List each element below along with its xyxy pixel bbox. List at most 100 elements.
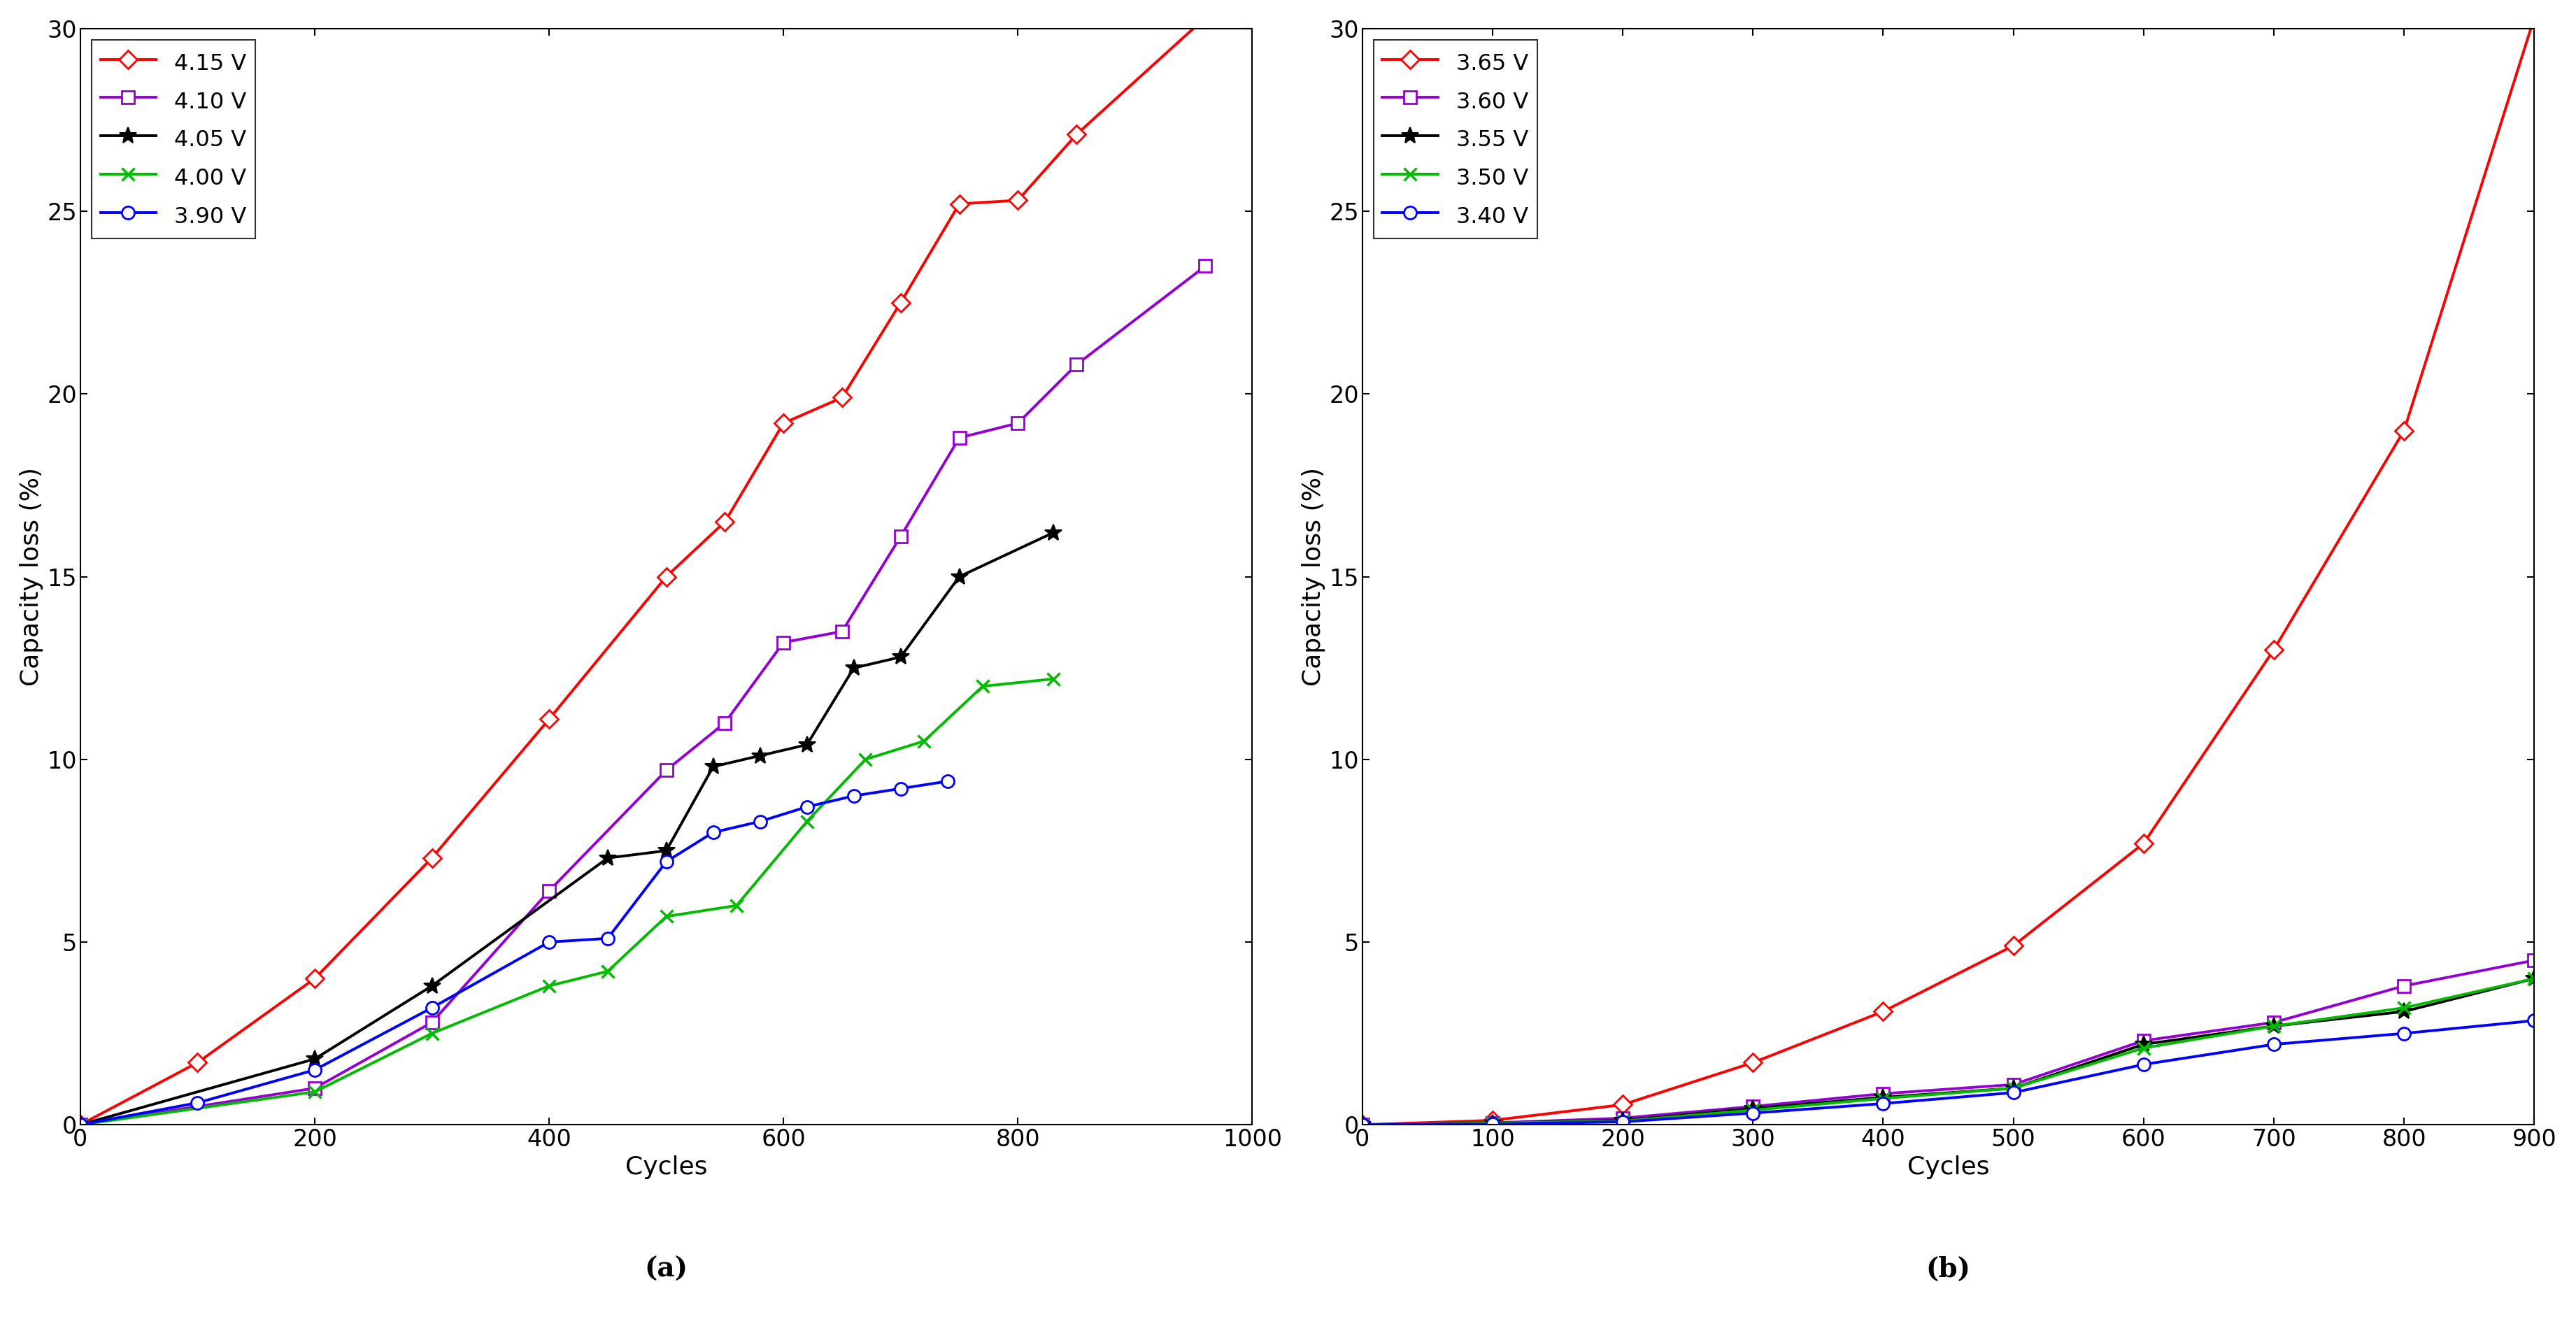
4.05 V	[698, 758, 729, 774]
3.55 V	[1347, 1117, 1378, 1133]
4.00 V	[533, 977, 564, 993]
3.50 V	[2519, 971, 2550, 987]
4.05 V	[791, 737, 822, 753]
4.10 V	[1061, 356, 1092, 372]
4.05 V	[417, 977, 448, 993]
4.00 V	[64, 1117, 95, 1133]
4.00 V	[966, 678, 997, 694]
4.10 V	[533, 882, 564, 898]
3.55 V	[2519, 971, 2550, 987]
3.55 V	[1999, 1080, 2030, 1096]
4.10 V	[652, 762, 683, 778]
3.50 V	[1736, 1103, 1767, 1119]
4.00 V	[721, 898, 752, 914]
3.65 V	[1607, 1096, 1638, 1112]
3.50 V	[1347, 1117, 1378, 1133]
3.90 V	[837, 787, 868, 803]
4.00 V	[299, 1084, 330, 1100]
Legend: 4.15 V, 4.10 V, 4.05 V, 4.00 V, 3.90 V: 4.15 V, 4.10 V, 4.05 V, 4.00 V, 3.90 V	[93, 40, 255, 239]
3.40 V	[1607, 1115, 1638, 1130]
4.15 V	[827, 389, 858, 405]
3.40 V	[2388, 1025, 2419, 1041]
3.90 V	[299, 1062, 330, 1078]
3.65 V	[1736, 1055, 1767, 1071]
3.60 V	[2388, 977, 2419, 993]
4.00 V	[652, 909, 683, 925]
Y-axis label: Capacity loss (%): Capacity loss (%)	[1301, 467, 1324, 686]
3.65 V	[1999, 938, 2030, 954]
Legend: 3.65 V, 3.60 V, 3.55 V, 3.50 V, 3.40 V: 3.65 V, 3.60 V, 3.55 V, 3.50 V, 3.40 V	[1373, 40, 1538, 239]
3.65 V	[1476, 1112, 1507, 1128]
3.90 V	[183, 1095, 214, 1111]
3.90 V	[886, 781, 917, 797]
3.60 V	[2519, 952, 2550, 968]
3.60 V	[1736, 1099, 1767, 1115]
3.90 V	[698, 824, 729, 840]
4.15 V	[708, 514, 739, 530]
3.65 V	[2128, 835, 2159, 851]
Line: 3.60 V: 3.60 V	[1355, 954, 2540, 1132]
3.40 V	[2128, 1057, 2159, 1072]
Line: 3.50 V: 3.50 V	[1355, 972, 2540, 1132]
4.15 V	[886, 294, 917, 310]
3.50 V	[2128, 1041, 2159, 1057]
3.55 V	[1607, 1112, 1638, 1128]
4.05 V	[837, 660, 868, 675]
3.90 V	[417, 1000, 448, 1016]
3.90 V	[64, 1117, 95, 1133]
3.60 V	[1999, 1076, 2030, 1092]
Line: 4.00 V: 4.00 V	[75, 673, 1059, 1132]
3.50 V	[2388, 1000, 2419, 1016]
4.15 V	[64, 1117, 95, 1133]
3.90 V	[652, 853, 683, 869]
Line: 4.10 V: 4.10 V	[75, 260, 1211, 1132]
4.00 V	[592, 963, 623, 979]
3.55 V	[1868, 1089, 1899, 1105]
3.50 V	[1476, 1115, 1507, 1130]
4.15 V	[417, 849, 448, 865]
4.05 V	[299, 1051, 330, 1067]
4.05 V	[1038, 525, 1069, 541]
3.90 V	[744, 814, 775, 830]
3.40 V	[1999, 1084, 2030, 1100]
4.10 V	[417, 1014, 448, 1030]
3.40 V	[1736, 1105, 1767, 1121]
3.65 V	[1347, 1117, 1378, 1133]
4.10 V	[886, 529, 917, 545]
3.65 V	[2259, 642, 2290, 658]
3.60 V	[2128, 1033, 2159, 1049]
4.00 V	[850, 752, 881, 768]
4.15 V	[768, 415, 799, 431]
4.10 V	[64, 1117, 95, 1133]
4.05 V	[744, 748, 775, 764]
Line: 3.40 V: 3.40 V	[1355, 1014, 2540, 1132]
4.15 V	[1061, 127, 1092, 142]
3.50 V	[1868, 1091, 1899, 1107]
4.00 V	[417, 1025, 448, 1041]
4.15 V	[652, 568, 683, 584]
3.40 V	[1347, 1117, 1378, 1133]
4.10 V	[1190, 259, 1221, 274]
4.05 V	[886, 649, 917, 665]
3.65 V	[1868, 1004, 1899, 1020]
4.05 V	[943, 568, 974, 584]
3.50 V	[2259, 1018, 2290, 1034]
3.40 V	[1868, 1096, 1899, 1112]
3.90 V	[933, 773, 963, 789]
3.60 V	[1476, 1115, 1507, 1130]
3.90 V	[791, 799, 822, 815]
Line: 3.90 V: 3.90 V	[75, 776, 953, 1132]
4.15 V	[533, 711, 564, 727]
4.10 V	[827, 624, 858, 640]
3.40 V	[1476, 1116, 1507, 1132]
3.65 V	[2388, 422, 2419, 438]
Y-axis label: Capacity loss (%): Capacity loss (%)	[21, 467, 44, 686]
Text: (b): (b)	[1927, 1256, 1971, 1283]
3.60 V	[1347, 1117, 1378, 1133]
Line: 4.05 V: 4.05 V	[72, 524, 1061, 1133]
4.15 V	[183, 1055, 214, 1071]
4.15 V	[1002, 193, 1033, 208]
3.55 V	[1476, 1115, 1507, 1130]
Line: 3.65 V: 3.65 V	[1355, 12, 2540, 1132]
4.10 V	[943, 430, 974, 446]
